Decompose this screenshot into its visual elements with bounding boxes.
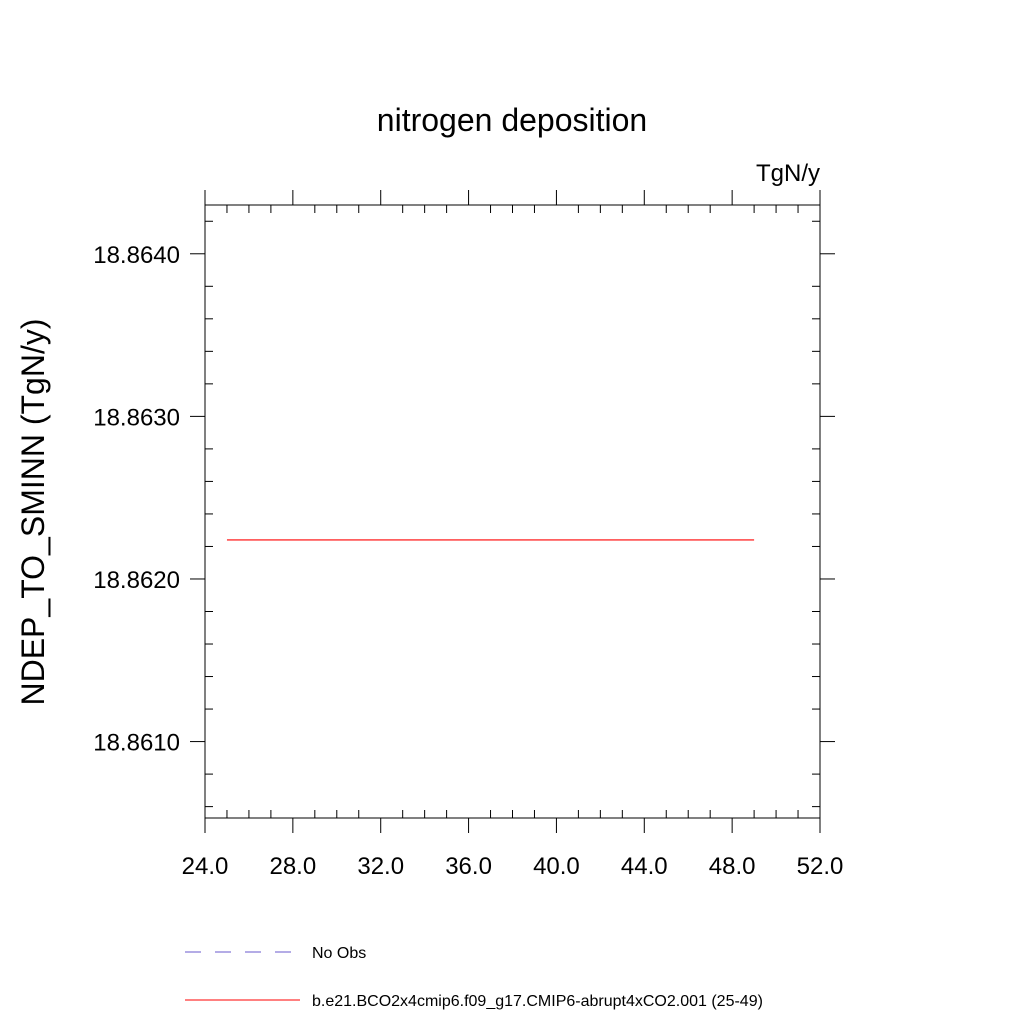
legend-label: No Obs	[312, 945, 366, 962]
legend: No Obs b.e21.BCO2x4cmip6.f09_g17.CMIP6-ab…	[185, 945, 763, 1010]
legend-label: b.e21.BCO2x4cmip6.f09_g17.CMIP6-abrupt4x…	[312, 993, 763, 1010]
x-tick-label: 52.0	[797, 853, 844, 880]
x-tick-label: 28.0	[269, 853, 316, 880]
y-tick-label: 18.8620	[93, 567, 180, 594]
x-tick-label: 44.0	[621, 853, 668, 880]
y-tick-label: 18.8640	[93, 242, 180, 269]
plot-area: 24.0 28.0 32.0 36.0 40.0 44.0 48.0 52.0 18.8610 1…	[93, 190, 843, 880]
plot-frame	[204, 204, 821, 819]
y-axis-label: NDEP_TO_SMINN (TgN/y)	[15, 318, 51, 705]
x-tick-label: 36.0	[445, 853, 492, 880]
x-tick-label: 24.0	[182, 853, 229, 880]
y-tick-label: 18.8630	[93, 404, 180, 431]
chart-title: nitrogen deposition	[377, 102, 647, 138]
x-tick-label: 48.0	[709, 853, 756, 880]
units-label: TgN/y	[756, 160, 820, 187]
x-tick-label: 32.0	[357, 853, 404, 880]
x-tick-label: 40.0	[533, 853, 580, 880]
y-tick-label: 18.8610	[93, 730, 180, 757]
